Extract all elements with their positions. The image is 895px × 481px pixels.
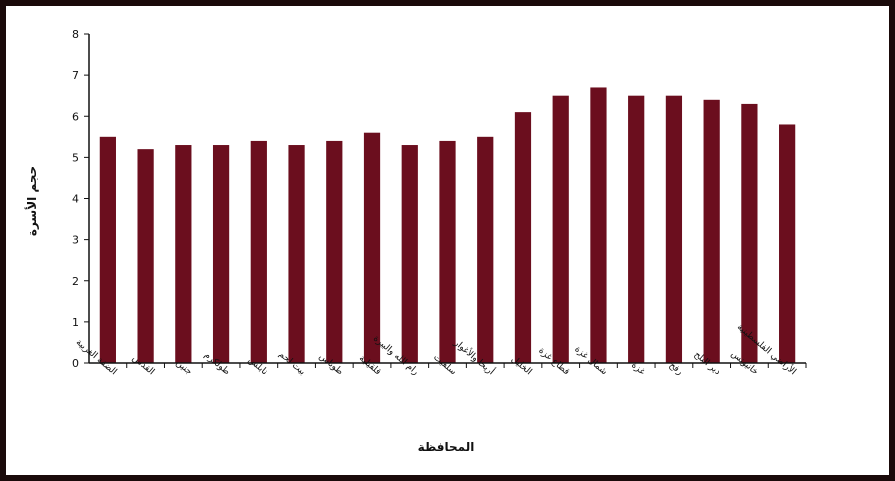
bar [250, 140, 267, 363]
y-tick-label: 6 [72, 110, 79, 123]
bar [288, 145, 305, 363]
bar [175, 145, 192, 363]
bar [477, 136, 494, 363]
bar [703, 99, 720, 364]
bar [99, 136, 116, 363]
bar [363, 132, 381, 363]
bars [99, 87, 796, 364]
bar [665, 95, 683, 363]
y-tick-label: 7 [72, 69, 79, 82]
bar [779, 124, 796, 363]
bar [212, 145, 230, 363]
y-tick-label: 5 [72, 151, 79, 164]
y-tick-label: 0 [72, 357, 79, 370]
y-tick-label: 2 [72, 275, 79, 288]
x-axis-title: المحافظة [418, 440, 475, 454]
bar [552, 95, 569, 363]
bar [741, 103, 758, 363]
y-axis-title: حجم الأسرة [24, 166, 39, 236]
y-axis-ticks: 0 1 2 3 4 5 6 7 8 [72, 28, 89, 370]
bar [628, 95, 645, 363]
bar [514, 112, 532, 363]
y-tick-label: 8 [72, 28, 79, 41]
bar [439, 140, 456, 363]
bar [401, 145, 418, 363]
y-tick-label: 3 [72, 234, 79, 247]
y-tick-label: 4 [72, 193, 79, 206]
bar [137, 149, 154, 363]
bar [590, 87, 607, 364]
bar [326, 140, 343, 363]
y-tick-label: 1 [72, 316, 79, 329]
